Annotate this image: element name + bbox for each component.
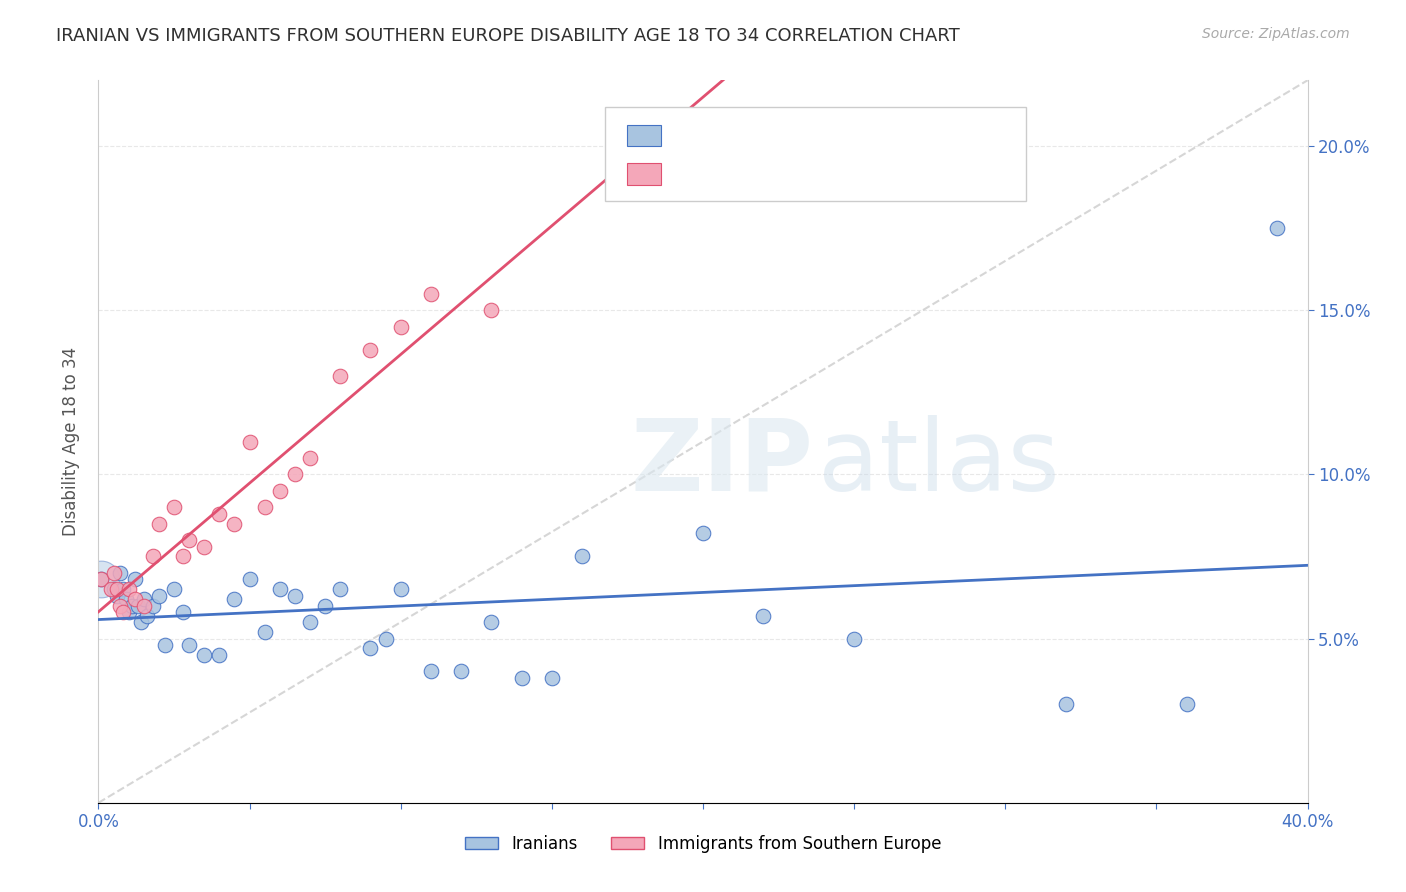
Point — [90, 573, 112, 587]
Text: -0.300: -0.300 — [707, 125, 766, 143]
Point — [148, 589, 170, 603]
Point — [193, 540, 215, 554]
Point — [269, 582, 291, 597]
Point — [111, 605, 134, 619]
Point — [224, 592, 246, 607]
Point — [284, 467, 307, 482]
Point — [510, 671, 533, 685]
Point — [420, 286, 443, 301]
Point — [105, 589, 128, 603]
Point — [100, 582, 122, 597]
Point — [692, 526, 714, 541]
Point — [103, 566, 125, 580]
Text: N = 44: N = 44 — [783, 125, 841, 143]
Point — [450, 665, 472, 679]
Text: IRANIAN VS IMMIGRANTS FROM SOUTHERN EUROPE DISABILITY AGE 18 TO 34 CORRELATION C: IRANIAN VS IMMIGRANTS FROM SOUTHERN EURO… — [56, 27, 960, 45]
Point — [108, 566, 131, 580]
Point — [148, 516, 170, 531]
Point — [329, 368, 352, 383]
Point — [208, 507, 231, 521]
Point — [121, 599, 143, 613]
Point — [179, 638, 201, 652]
Point — [540, 671, 562, 685]
Point — [118, 582, 141, 597]
Point — [1054, 698, 1077, 712]
Point — [179, 533, 201, 547]
Text: ZIP: ZIP — [630, 415, 813, 512]
Point — [299, 450, 322, 465]
Point — [108, 599, 131, 613]
Point — [1267, 221, 1289, 235]
Point — [1175, 698, 1198, 712]
Point — [844, 632, 866, 646]
Text: R =: R = — [668, 163, 704, 181]
Point — [118, 605, 141, 619]
Point — [269, 483, 291, 498]
Point — [208, 648, 231, 662]
Text: 0.541: 0.541 — [707, 163, 759, 181]
Point — [172, 549, 194, 564]
Point — [163, 500, 186, 515]
Text: atlas: atlas — [818, 415, 1060, 512]
Text: R =: R = — [668, 125, 704, 143]
Point — [239, 573, 262, 587]
Point — [142, 599, 165, 613]
Point — [129, 615, 152, 630]
Text: Source: ZipAtlas.com: Source: ZipAtlas.com — [1202, 27, 1350, 41]
Point — [481, 615, 503, 630]
Point — [389, 582, 412, 597]
Point — [481, 303, 503, 318]
Point — [163, 582, 186, 597]
Point — [114, 592, 136, 607]
Point — [132, 599, 155, 613]
Point — [360, 343, 382, 357]
Point — [132, 592, 155, 607]
Point — [329, 582, 352, 597]
Point — [103, 582, 125, 597]
Point — [105, 582, 128, 597]
Point — [111, 582, 134, 597]
Point — [360, 641, 382, 656]
Point — [127, 599, 149, 613]
Point — [571, 549, 593, 564]
Point — [314, 599, 336, 613]
Point — [253, 625, 276, 640]
Y-axis label: Disability Age 18 to 34: Disability Age 18 to 34 — [62, 347, 80, 536]
Point — [389, 319, 412, 334]
Point — [224, 516, 246, 531]
Point — [90, 573, 112, 587]
Point — [374, 632, 396, 646]
Point — [153, 638, 176, 652]
Text: N = 27: N = 27 — [783, 163, 841, 181]
Point — [124, 592, 146, 607]
Point — [135, 608, 157, 623]
Point — [299, 615, 322, 630]
Legend: Iranians, Immigrants from Southern Europe: Iranians, Immigrants from Southern Europ… — [458, 828, 948, 860]
Point — [752, 608, 775, 623]
Point — [239, 434, 262, 449]
Point — [193, 648, 215, 662]
Point — [90, 573, 112, 587]
Point — [142, 549, 165, 564]
Point — [253, 500, 276, 515]
Point — [172, 605, 194, 619]
Point — [420, 665, 443, 679]
Point — [124, 573, 146, 587]
Point — [284, 589, 307, 603]
